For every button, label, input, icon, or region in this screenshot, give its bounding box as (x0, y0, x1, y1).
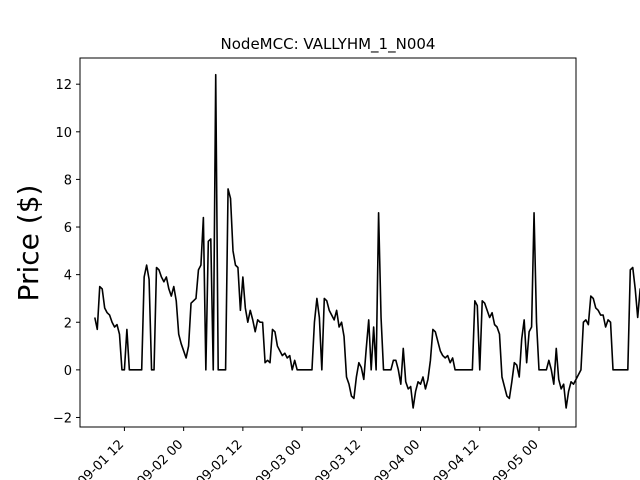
y-tick-label: 6 (64, 221, 72, 236)
chart-title: NodeMCC: VALLYHM_1_N004 (221, 35, 436, 54)
x-tick-label: 2019-09-01 12 (49, 437, 128, 480)
y-axis-label: Price ($) (12, 185, 45, 302)
y-tick-label: 4 (64, 269, 72, 284)
y-tick-label: 10 (55, 126, 72, 141)
series-line-0 (94, 73, 640, 409)
y-tick-label: 12 (55, 78, 72, 93)
y-tick-label: 2 (64, 316, 72, 331)
plot-frame (79, 57, 577, 428)
y-tick-label: −2 (53, 411, 72, 426)
y-tick-label: 0 (64, 364, 72, 379)
y-tick-label: 8 (64, 173, 72, 188)
